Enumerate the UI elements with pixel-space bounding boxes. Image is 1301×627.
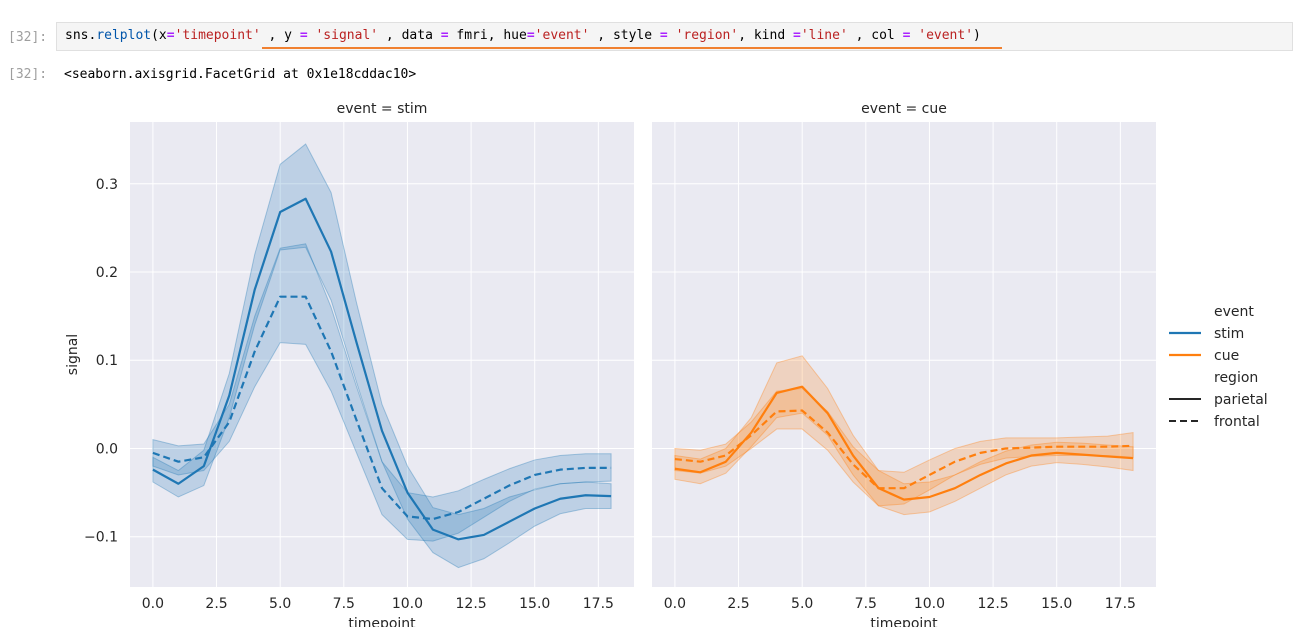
- x-tick-label: 10.0: [914, 596, 945, 612]
- y-tick-label: 0.2: [96, 265, 118, 281]
- code-token: =: [902, 28, 911, 43]
- legend-label-frontal: frontal: [1214, 414, 1260, 430]
- code-token: 'event': [918, 28, 974, 43]
- x-tick-label: 0.0: [142, 596, 164, 612]
- facet-panel-event---stim: 0.0 2.5 5.0 7.5 10.0 12.5 15.0 17.5 0.3 0.2 0.1 0.0…: [65, 101, 634, 627]
- y-tick-label: 0.3: [96, 177, 118, 193]
- facet-title: event = stim: [337, 101, 428, 117]
- x-tick-label: 7.5: [855, 596, 877, 612]
- code-token: relplot: [96, 28, 152, 43]
- axes-background: [130, 122, 634, 587]
- x-tick-label: 12.5: [456, 596, 487, 612]
- code-token: 'event': [534, 28, 590, 43]
- code-token: =: [659, 28, 668, 43]
- legend: event stim cue region parietal frontal: [1169, 304, 1268, 430]
- x-tick-label: 17.5: [583, 596, 614, 612]
- code-token: ): [973, 28, 981, 43]
- x-tick-label: 2.5: [727, 596, 749, 612]
- y-tick-label: −0.1: [84, 530, 118, 546]
- facet-title: event = cue: [861, 101, 947, 117]
- code-token: =: [166, 28, 175, 43]
- code-token: .: [88, 28, 97, 43]
- x-tick-label: 0.0: [664, 596, 686, 612]
- series-line-cue-frontal: [674, 409, 1134, 490]
- x-tick-label: 15.0: [1041, 596, 1072, 612]
- series-line-stim-parietal: [152, 197, 612, 541]
- legend-label-parietal: parietal: [1214, 392, 1268, 408]
- ci-band-stim-frontal: [152, 243, 612, 542]
- code-token: , y: [260, 28, 300, 43]
- x-tick-label: 5.0: [269, 596, 291, 612]
- x-axis-label: timepoint: [870, 616, 938, 627]
- legend-style-title: region: [1214, 370, 1258, 386]
- code-token: fmri, hue: [448, 28, 527, 43]
- x-tick-label: 7.5: [333, 596, 355, 612]
- code-token: , style: [589, 28, 660, 43]
- code-token: , data: [378, 28, 441, 43]
- output-prompt: [32]:: [8, 67, 48, 82]
- y-axis-label: signal: [65, 334, 81, 375]
- ci-band-cue-parietal: [674, 355, 1134, 516]
- code-token: =: [793, 28, 801, 43]
- legend-hue-title: event: [1214, 304, 1254, 320]
- y-tick-label: 0.0: [96, 441, 118, 457]
- x-tick-label: 5.0: [791, 596, 813, 612]
- axes-background: [652, 122, 1156, 587]
- input-prompt: [32]:: [8, 30, 48, 45]
- lint-warning-underline: [262, 44, 1002, 49]
- code-cell-input[interactable]: sns.relplot(x='timepoint' , y = 'signal'…: [56, 22, 1293, 51]
- code-token: , col: [847, 28, 903, 43]
- series-line-stim-frontal: [152, 295, 612, 521]
- code-line: sns.relplot(x='timepoint' , y = 'signal'…: [65, 28, 981, 43]
- legend-label-stim: stim: [1214, 326, 1244, 342]
- code-token: =: [526, 28, 535, 43]
- series-line-cue-parietal: [674, 385, 1134, 501]
- x-tick-label: 15.0: [519, 596, 550, 612]
- facet-panel-event---cue: 0.0 2.5 5.0 7.5 10.0 12.5 15.0 17.5 event = cue t…: [652, 101, 1156, 627]
- x-axis-label: timepoint: [348, 616, 416, 627]
- x-tick-label: 12.5: [978, 596, 1009, 612]
- code-token: (x: [151, 28, 167, 43]
- y-tick-label: 0.1: [96, 353, 118, 369]
- cell-output-text: <seaborn.axisgrid.FacetGrid at 0x1e18cdd…: [64, 67, 417, 82]
- legend-label-cue: cue: [1214, 348, 1239, 364]
- code-token: 'signal': [315, 28, 379, 43]
- code-token: =: [299, 28, 308, 43]
- code-token: , kind: [738, 28, 793, 43]
- x-tick-label: 17.5: [1105, 596, 1136, 612]
- x-tick-label: 2.5: [205, 596, 227, 612]
- x-tick-label: 10.0: [392, 596, 423, 612]
- code-token: sns: [65, 28, 89, 43]
- code-token: 'region': [675, 28, 739, 43]
- code-token: =: [440, 28, 449, 43]
- code-token: 'timepoint': [174, 28, 261, 43]
- code-token: 'line': [800, 28, 848, 43]
